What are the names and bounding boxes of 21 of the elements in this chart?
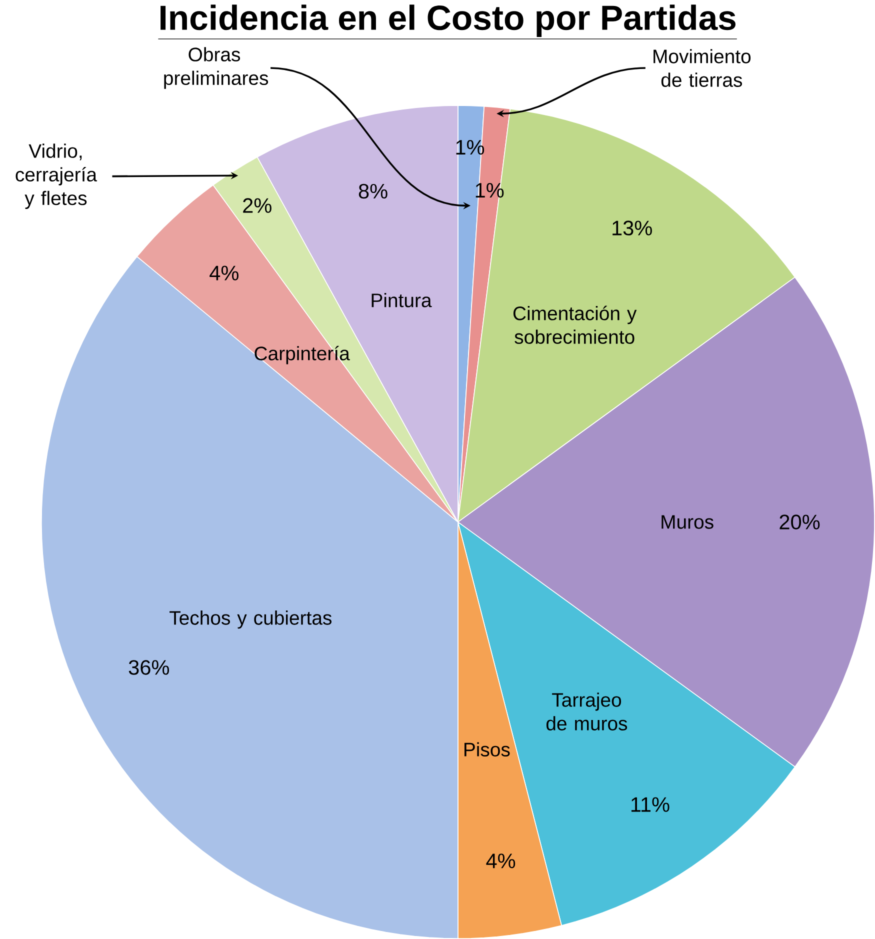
- slice-label: Obras preliminares: [164, 47, 268, 89]
- slice-label: Movimiento de tierras: [654, 49, 751, 87]
- data-label: 2%: [243, 198, 272, 213]
- slice-label: Carpintería: [254, 346, 350, 364]
- data-label: 11%: [632, 797, 670, 812]
- data-label: 4%: [210, 266, 239, 280]
- slice-label: Techos y cubiertas: [170, 610, 332, 629]
- slice-label: Pintura: [372, 293, 432, 308]
- slice-label: Vidrio, cerrajería y fletes: [16, 144, 98, 209]
- slice-label: Pisos: [464, 742, 510, 756]
- slice-label: Tarrajeo de muros: [546, 692, 628, 730]
- data-label: 1%: [456, 140, 484, 155]
- data-label: 1%: [476, 183, 504, 198]
- data-label: 8%: [358, 184, 388, 199]
- chart-title: Incidencia en el Costo por Partidas: [160, 4, 736, 37]
- slice-label: Muros: [662, 515, 714, 529]
- data-label: 4%: [486, 854, 516, 868]
- data-label: 13%: [612, 220, 652, 236]
- slice-label: Cimentación y sobrecimiento: [514, 306, 637, 344]
- data-label: 36%: [128, 660, 170, 675]
- data-label: 20%: [780, 514, 820, 530]
